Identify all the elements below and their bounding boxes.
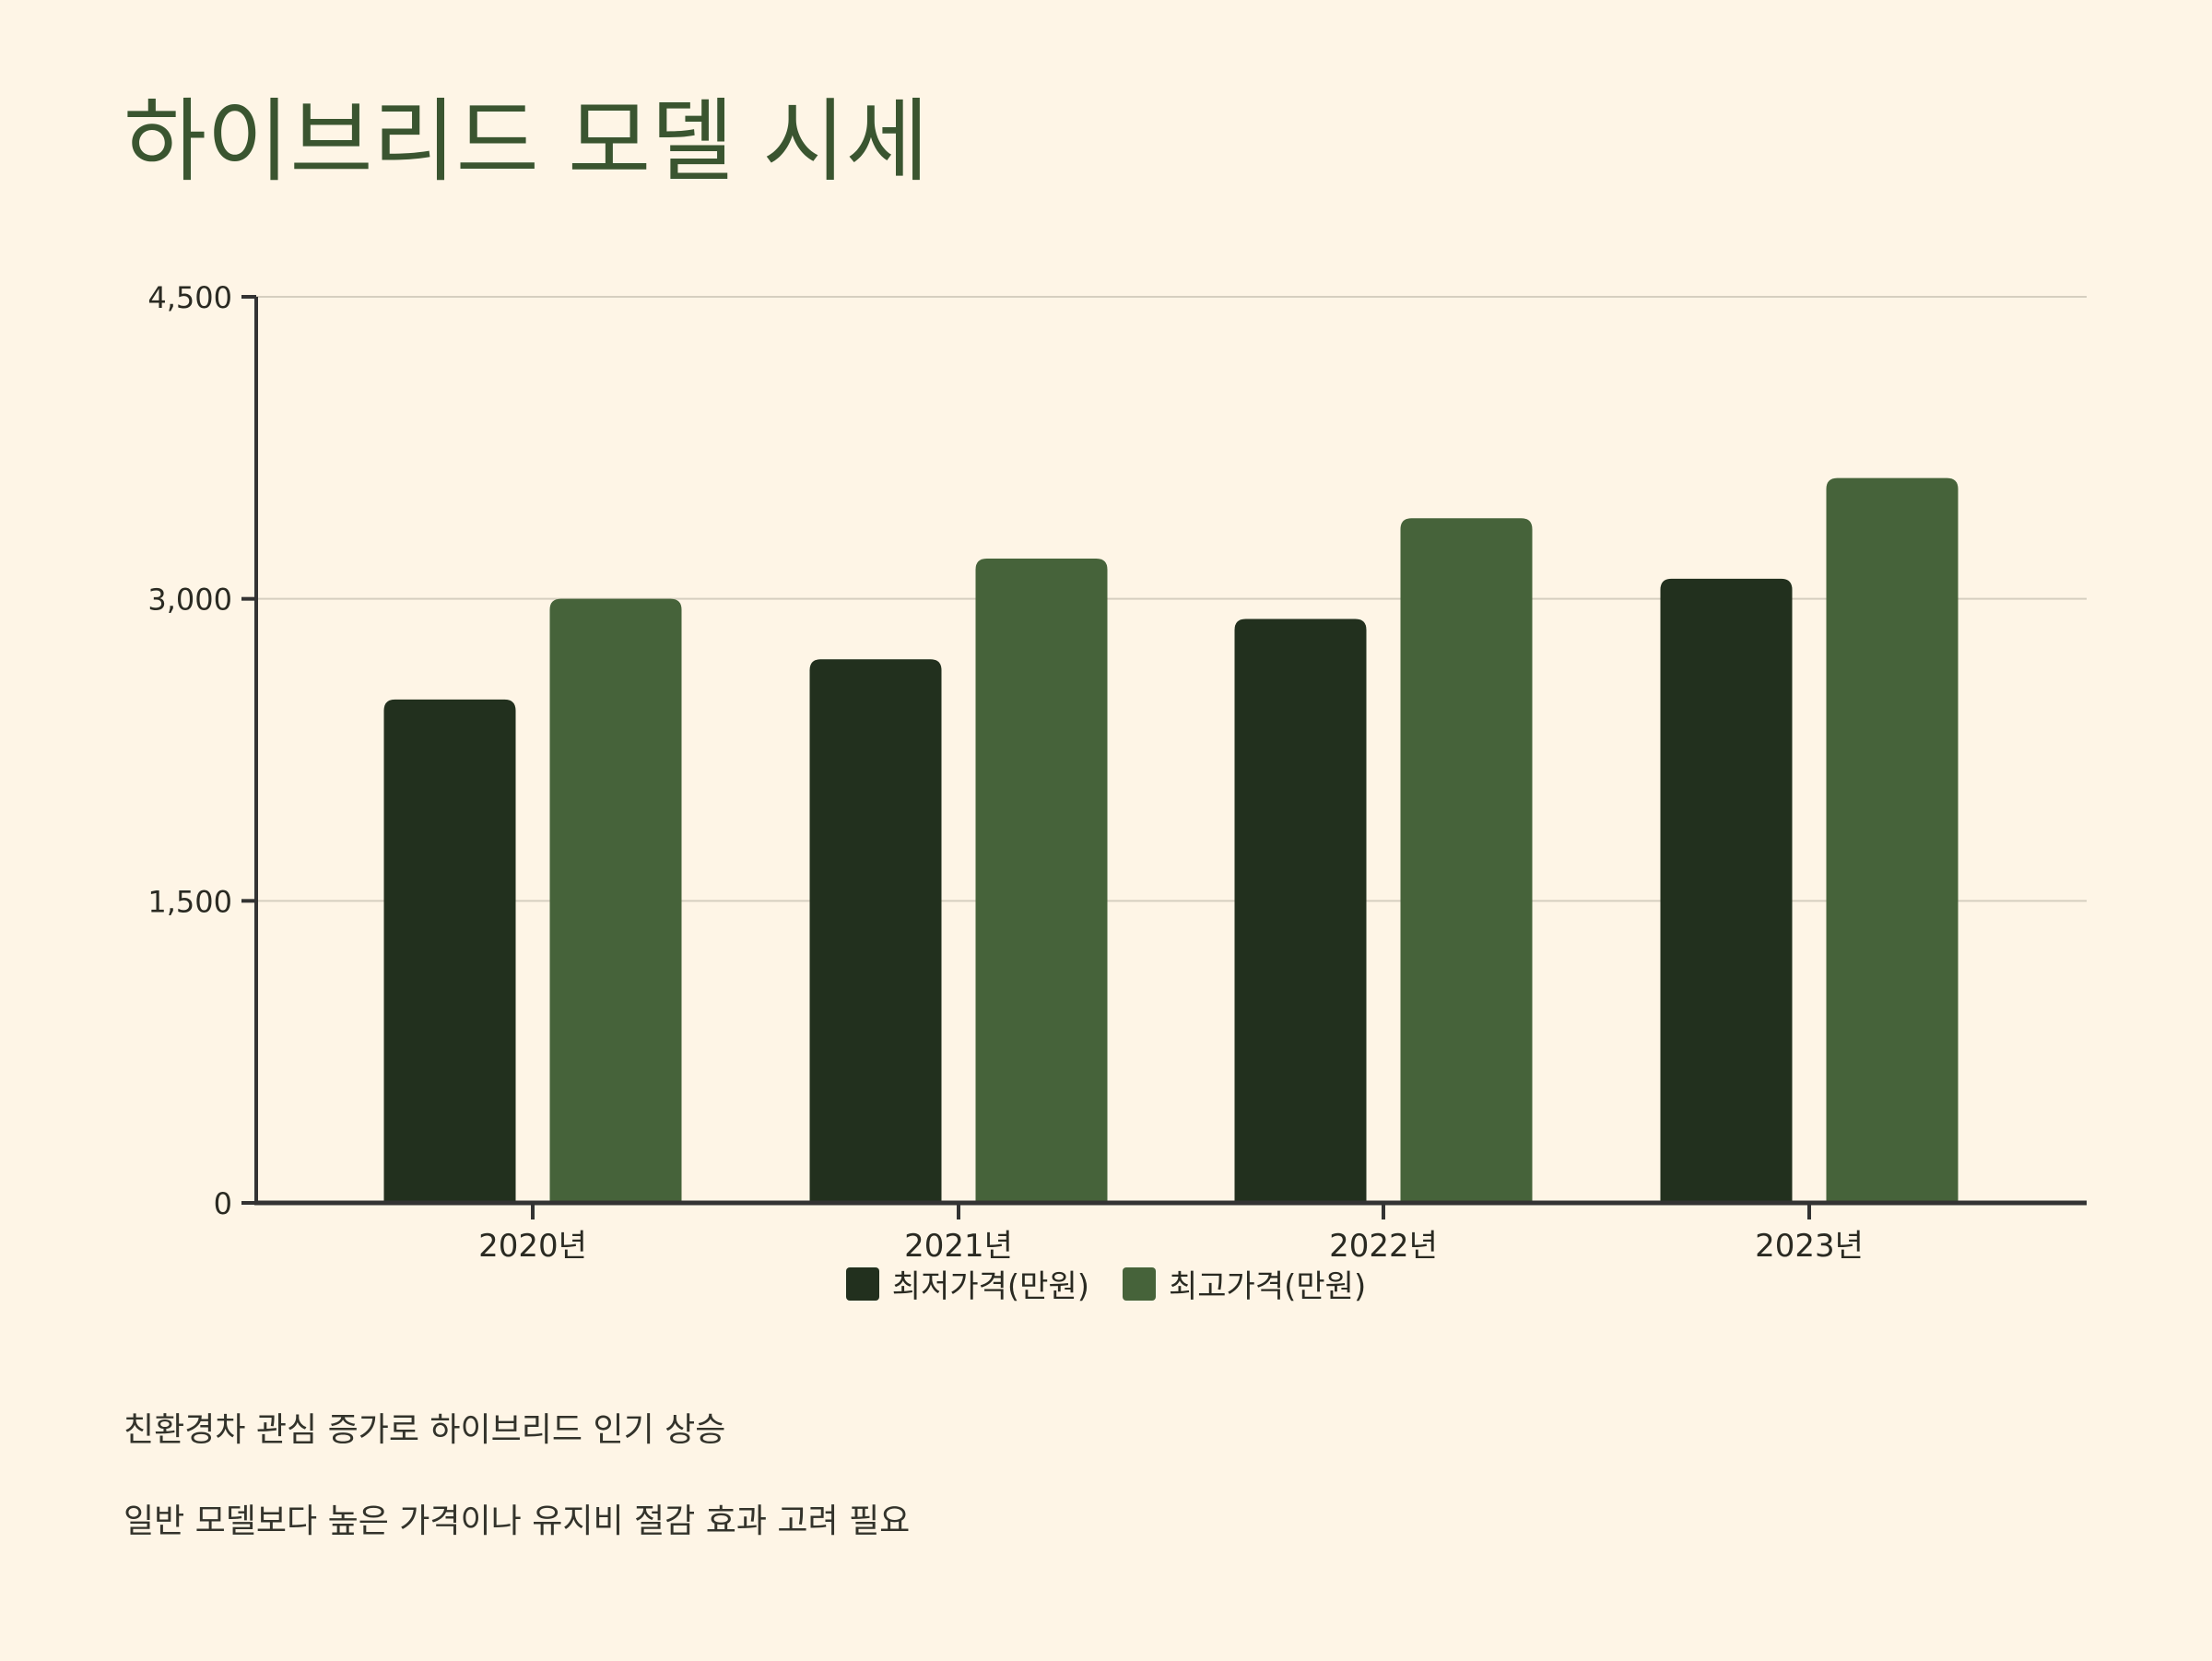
note-line: 일반 모델보다 높은 가격이나 유지비 절감 효과 고려 필요 bbox=[124, 1502, 911, 1541]
legend-item: 최저가격(만원) bbox=[845, 1261, 1089, 1306]
bar bbox=[1660, 578, 1793, 1203]
legend-swatch bbox=[845, 1266, 879, 1301]
legend-label: 최저가격(만원) bbox=[891, 1268, 1089, 1305]
y-tick-label: 4,500 bbox=[147, 280, 232, 315]
y-tick-label: 0 bbox=[214, 1186, 232, 1221]
bar bbox=[383, 699, 516, 1203]
axes bbox=[241, 295, 2087, 1219]
notes: 친환경차 관심 증가로 하이브리드 인기 상승 일반 모델보다 높은 가격이나 … bbox=[124, 1410, 910, 1593]
bar bbox=[549, 598, 682, 1203]
y-tick-label: 1,500 bbox=[147, 884, 232, 919]
bar bbox=[1826, 477, 1959, 1203]
legend-label: 최고가격(만원) bbox=[1169, 1268, 1367, 1305]
page-title: 하이브리드 모델 시세 bbox=[124, 89, 929, 194]
x-tick-label: 2022년 bbox=[1329, 1228, 1438, 1265]
bar bbox=[809, 659, 942, 1203]
bar bbox=[1234, 618, 1367, 1203]
bar bbox=[1400, 518, 1533, 1203]
x-tick-label: 2020년 bbox=[478, 1228, 587, 1265]
x-tick-label: 2021년 bbox=[904, 1228, 1013, 1265]
legend-swatch bbox=[1123, 1266, 1156, 1301]
bars bbox=[383, 477, 1959, 1203]
tick-labels: 0 1,500 3,000 4,500 2020년 2021년 2022년 2023년 bbox=[147, 280, 1864, 1265]
legend-item: 최고가격(만원) bbox=[1123, 1261, 1366, 1306]
note-line: 친환경차 관심 증가로 하이브리드 인기 상승 bbox=[124, 1411, 726, 1449]
x-tick-label: 2023년 bbox=[1755, 1228, 1864, 1265]
bar bbox=[975, 558, 1108, 1203]
chart-legend: 최저가격(만원) 최고가격(만원) bbox=[0, 1261, 2212, 1306]
grid-lines bbox=[256, 296, 2087, 902]
y-tick-label: 3,000 bbox=[147, 583, 232, 618]
